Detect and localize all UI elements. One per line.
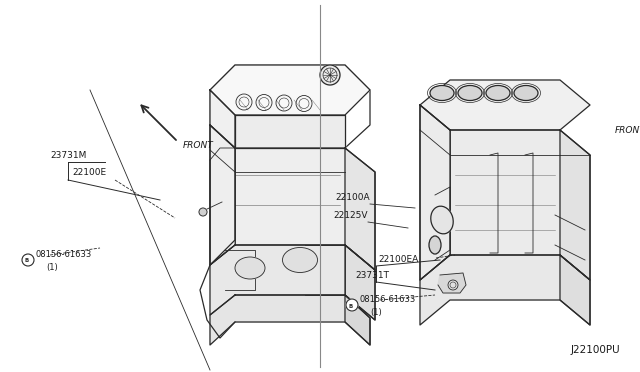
Polygon shape [560,130,590,280]
Circle shape [346,299,358,311]
Polygon shape [210,90,235,148]
Circle shape [320,65,340,85]
Circle shape [199,208,207,216]
Text: (1): (1) [46,263,58,272]
Polygon shape [345,295,370,345]
Text: 08156-61633: 08156-61633 [36,250,92,259]
Polygon shape [420,80,590,130]
Text: 22100A: 22100A [335,193,370,202]
Polygon shape [420,105,590,280]
Text: 22100EA: 22100EA [378,255,419,264]
Polygon shape [438,273,466,293]
Text: 22100E: 22100E [72,168,106,177]
Text: 23731M: 23731M [50,151,86,160]
Polygon shape [210,295,370,345]
Polygon shape [420,255,590,325]
Polygon shape [210,125,375,270]
Text: B: B [24,259,29,263]
Text: 23731T: 23731T [355,271,389,280]
Ellipse shape [486,86,510,100]
Text: J22100PU: J22100PU [570,345,620,355]
Text: (1): (1) [370,308,381,317]
Polygon shape [345,148,375,270]
Ellipse shape [235,257,265,279]
Text: 08156-61633: 08156-61633 [360,295,416,304]
Polygon shape [210,125,235,265]
Ellipse shape [514,86,538,100]
Text: FRONT: FRONT [615,126,640,135]
Polygon shape [560,255,590,325]
Circle shape [448,280,458,290]
Polygon shape [235,115,345,148]
Polygon shape [345,245,375,320]
Ellipse shape [429,236,441,254]
Polygon shape [210,65,370,115]
Ellipse shape [458,86,482,100]
Text: 22125V: 22125V [333,211,367,220]
Text: B: B [349,304,353,308]
Ellipse shape [431,206,453,234]
Polygon shape [210,245,375,320]
Ellipse shape [430,86,454,100]
Text: FRONT: FRONT [183,141,214,150]
Polygon shape [420,105,450,280]
Circle shape [22,254,34,266]
Ellipse shape [282,247,317,273]
